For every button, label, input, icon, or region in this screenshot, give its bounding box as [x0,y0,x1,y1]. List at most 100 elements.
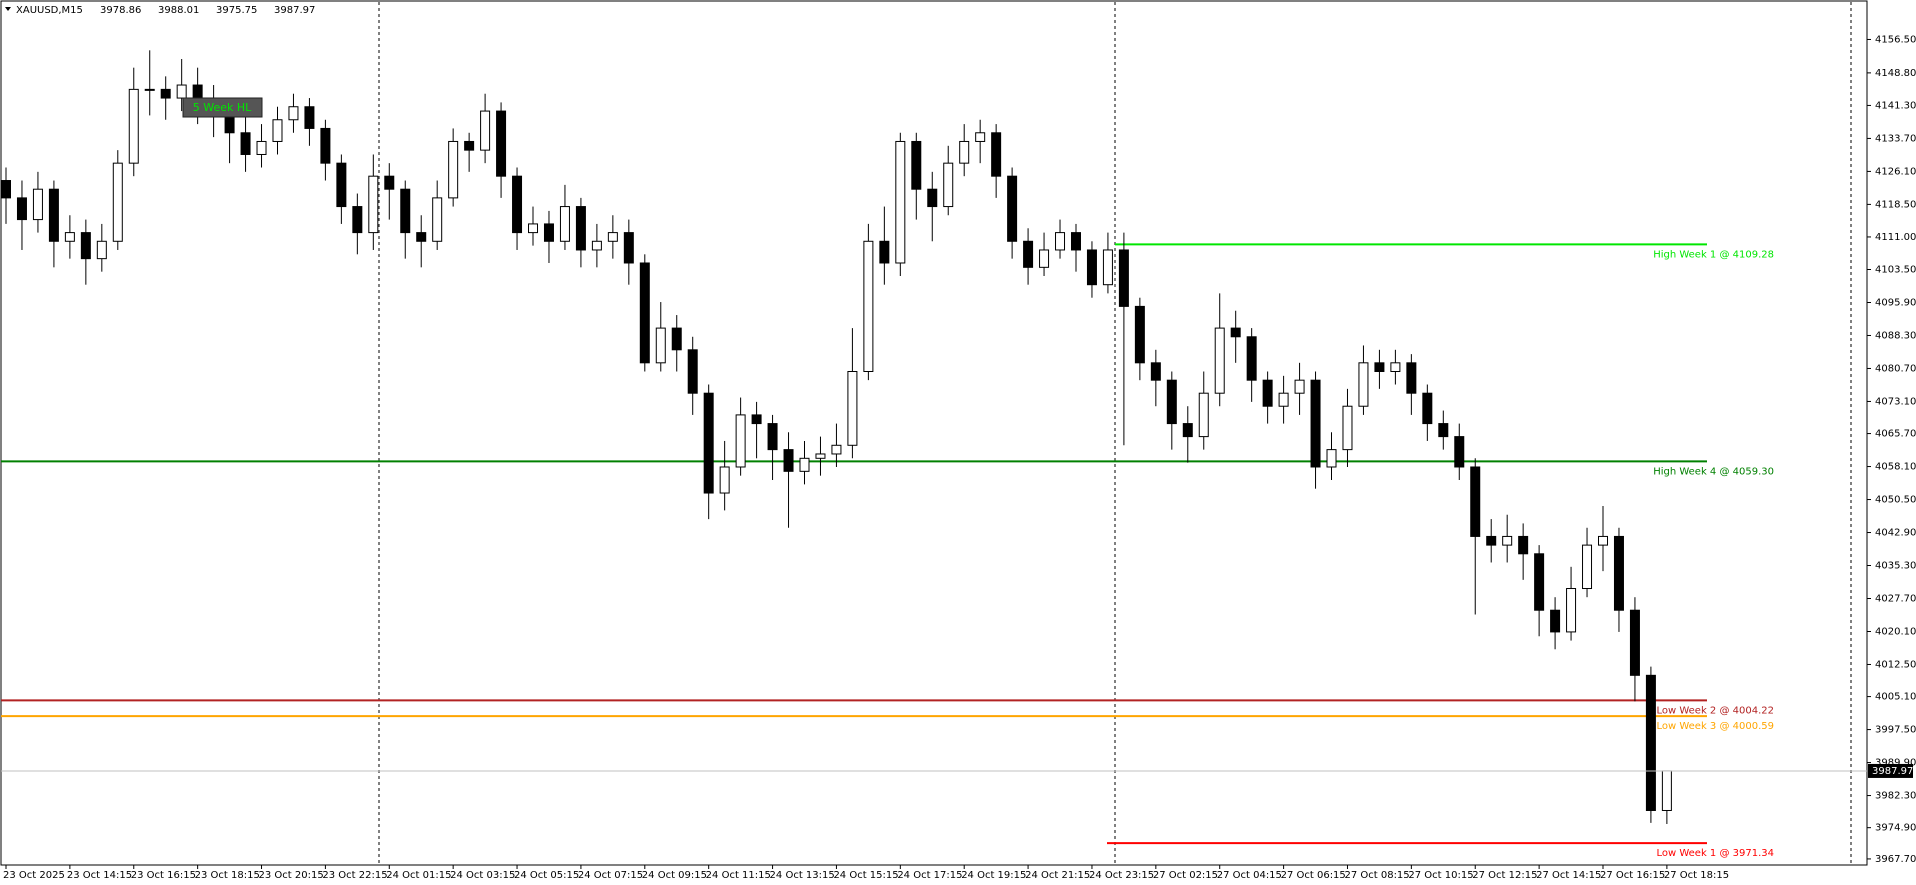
last-price-tag [1868,763,1913,778]
x-tick-label: 24 Oct 11:15 [706,870,771,881]
candle-body [256,140,267,155]
y-tick-label: 4118.50 [1875,199,1916,210]
candle-body [1278,392,1289,407]
candle-body [1134,305,1145,364]
candle-body [1055,232,1066,251]
y-tick-label: 4126.10 [1875,166,1916,177]
x-tick-label: 27 Oct 06:15 [1281,870,1346,881]
candle-body [288,106,299,121]
candle-body [575,206,586,251]
label-box-text: 5 Week HL [193,101,252,114]
symbol-title: XAUUSD,M15 [16,5,83,16]
y-tick-label: 4148.80 [1875,68,1916,79]
candle-body [1534,553,1545,611]
candle-body [32,188,43,221]
candle-body [1246,336,1257,381]
y-tick-label: 4042.90 [1875,528,1916,539]
candle-body [336,162,347,208]
y-tick-label: 3997.50 [1875,725,1916,736]
candle-body [1086,249,1097,286]
label-box [182,97,263,118]
candle-body [1438,423,1449,438]
candle-body [735,414,746,468]
candle-body [1566,588,1577,633]
candle-body [48,188,59,242]
candle-body [1198,392,1209,438]
candle-body [1007,175,1018,242]
candle-body [1486,535,1497,546]
candle-body [64,232,75,242]
candle-body [1326,449,1337,468]
candle-body [1518,535,1529,555]
candle-body [352,206,363,234]
candle-body [1150,362,1161,381]
candle-body [607,232,618,242]
x-tick-label: 27 Oct 16:15 [1600,870,1665,881]
y-tick-label: 4012.50 [1875,659,1916,670]
x-tick-label: 27 Oct 12:15 [1472,870,1537,881]
candle-body [959,140,970,164]
candle-body [879,240,890,264]
y-tick-label: 3967.70 [1875,854,1916,865]
y-tick-label: 4035.30 [1875,561,1916,572]
candle-body [496,110,507,177]
candle-body [1342,405,1353,451]
y-tick-label: 3982.30 [1875,791,1916,802]
y-tick-label: 3989.90 [1875,758,1916,769]
candle-body [1422,392,1433,425]
candle-body [719,466,730,494]
x-tick-label: 24 Oct 21:15 [1025,870,1090,881]
x-tick-label: 27 Oct 14:15 [1536,870,1601,881]
level-label: Low Week 1 @ 3971.34 [1656,848,1774,859]
x-tick-label: 24 Oct 03:15 [450,870,515,881]
candle-body [1023,240,1034,268]
candle-body [176,84,187,99]
candle-body [831,444,842,455]
y-tick-label: 4073.10 [1875,396,1916,407]
x-tick-label: 23 Oct 14:15 [67,870,132,881]
candle-body [96,240,107,260]
y-tick-label: 4020.10 [1875,626,1916,637]
last-price-label: 3987.97 [1872,766,1913,777]
candle-body [1294,379,1305,394]
x-tick-label: 24 Oct 01:15 [386,870,451,881]
candle-body [815,453,826,459]
candle-body [927,188,938,208]
candle-body [1358,362,1369,407]
x-tick-label: 23 Oct 16:15 [131,870,196,881]
candle-body [783,449,794,472]
candle-body [943,162,954,208]
menu-arrow[interactable] [5,7,11,11]
candle-body [320,127,331,164]
candle-body [1550,609,1561,633]
candle-body [1,180,11,199]
x-tick-label: 24 Oct 17:15 [897,870,962,881]
level-label: Low Week 3 @ 4000.59 [1656,721,1774,732]
level-label: High Week 1 @ 4109.28 [1653,249,1774,260]
candle-body [240,132,251,155]
x-tick-label: 24 Oct 15:15 [833,870,898,881]
y-tick-label: 4058.10 [1875,462,1916,473]
candle-body [1406,362,1417,394]
candle-body [416,232,427,242]
candle-body [1262,379,1273,407]
candle-body [863,240,874,372]
level-label: High Week 4 @ 4059.30 [1653,466,1774,477]
x-tick-label: 23 Oct 18:15 [195,870,260,881]
y-tick-label: 4065.70 [1875,429,1916,440]
x-tick-label: 27 Oct 18:15 [1664,870,1729,881]
candle-body [1070,232,1081,251]
candle-body [80,232,91,260]
plot [1,50,1707,845]
candle-body [464,140,475,151]
candle-body [1645,674,1656,811]
header-value: 3987.97 [274,5,315,16]
header-values: 3978.86 3988.01 3975.75 3987.97 [100,5,315,16]
candle-body [112,162,123,242]
header-value: 3978.86 [100,5,141,16]
x-tick-label: 27 Oct 04:15 [1217,870,1282,881]
candle-body [639,262,650,364]
candle-body [895,140,906,264]
candle-body [671,327,682,351]
